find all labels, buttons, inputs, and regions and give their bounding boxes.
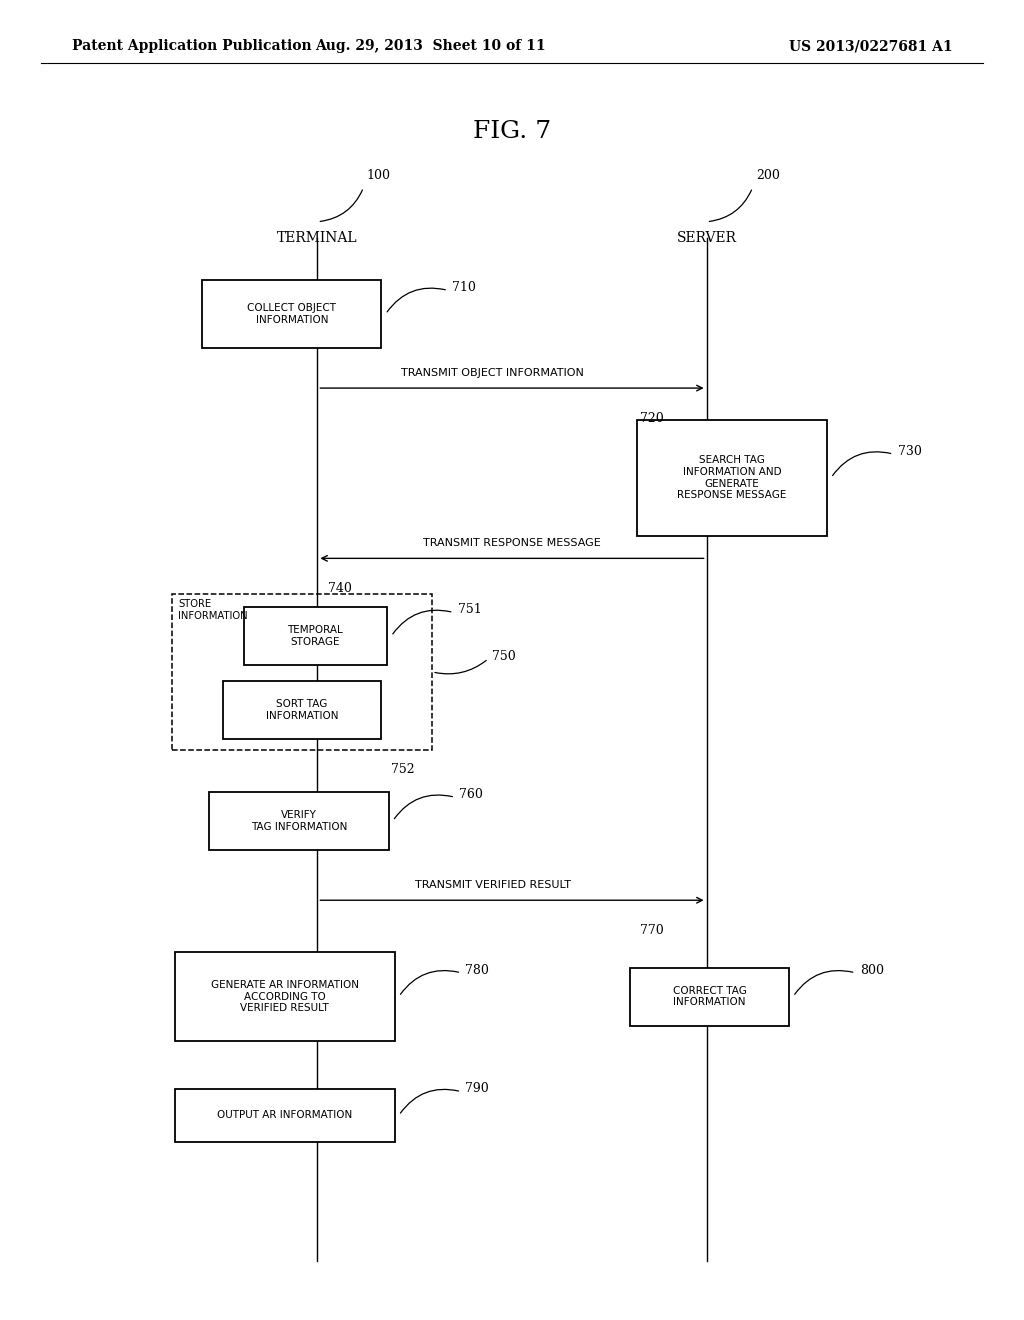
Text: 800: 800: [859, 964, 884, 977]
Text: 720: 720: [640, 412, 664, 425]
Text: VERIFY
TAG INFORMATION: VERIFY TAG INFORMATION: [251, 810, 347, 832]
Text: 100: 100: [367, 169, 390, 182]
Text: 740: 740: [328, 582, 351, 595]
Text: TERMINAL: TERMINAL: [278, 231, 357, 246]
Text: TRANSMIT OBJECT INFORMATION: TRANSMIT OBJECT INFORMATION: [401, 367, 584, 378]
Text: COLLECT OBJECT
INFORMATION: COLLECT OBJECT INFORMATION: [248, 304, 336, 325]
Text: 710: 710: [452, 281, 476, 294]
Text: SEARCH TAG
INFORMATION AND
GENERATE
RESPONSE MESSAGE: SEARCH TAG INFORMATION AND GENERATE RESP…: [678, 455, 786, 500]
Text: SORT TAG
INFORMATION: SORT TAG INFORMATION: [266, 700, 338, 721]
Text: FIG. 7: FIG. 7: [473, 120, 551, 144]
Text: 730: 730: [897, 445, 922, 458]
Text: TEMPORAL
STORAGE: TEMPORAL STORAGE: [288, 626, 343, 647]
Bar: [637, 420, 826, 536]
Text: 200: 200: [756, 169, 779, 182]
Bar: [202, 280, 381, 348]
Text: 760: 760: [459, 788, 483, 801]
Text: 770: 770: [640, 924, 664, 937]
Bar: [630, 968, 788, 1026]
Text: GENERATE AR INFORMATION
ACCORDING TO
VERIFIED RESULT: GENERATE AR INFORMATION ACCORDING TO VER…: [211, 979, 358, 1014]
Text: CORRECT TAG
INFORMATION: CORRECT TAG INFORMATION: [673, 986, 746, 1007]
Text: TRANSMIT RESPONSE MESSAGE: TRANSMIT RESPONSE MESSAGE: [423, 537, 601, 548]
Bar: [222, 681, 381, 739]
Bar: [175, 952, 395, 1041]
Text: Aug. 29, 2013  Sheet 10 of 11: Aug. 29, 2013 Sheet 10 of 11: [314, 40, 546, 53]
Bar: [244, 607, 387, 665]
Text: 750: 750: [492, 649, 515, 663]
Text: STORE
INFORMATION: STORE INFORMATION: [178, 599, 248, 620]
Text: 790: 790: [465, 1082, 489, 1096]
Text: TRANSMIT VERIFIED RESULT: TRANSMIT VERIFIED RESULT: [415, 879, 570, 890]
Bar: [209, 792, 388, 850]
Bar: [172, 594, 432, 750]
Text: 751: 751: [458, 603, 481, 616]
Text: 752: 752: [391, 763, 415, 776]
Text: OUTPUT AR INFORMATION: OUTPUT AR INFORMATION: [217, 1110, 352, 1121]
Bar: [175, 1089, 395, 1142]
Text: US 2013/0227681 A1: US 2013/0227681 A1: [788, 40, 952, 53]
Text: SERVER: SERVER: [677, 231, 736, 246]
Text: Patent Application Publication: Patent Application Publication: [72, 40, 311, 53]
Text: 780: 780: [465, 964, 489, 977]
